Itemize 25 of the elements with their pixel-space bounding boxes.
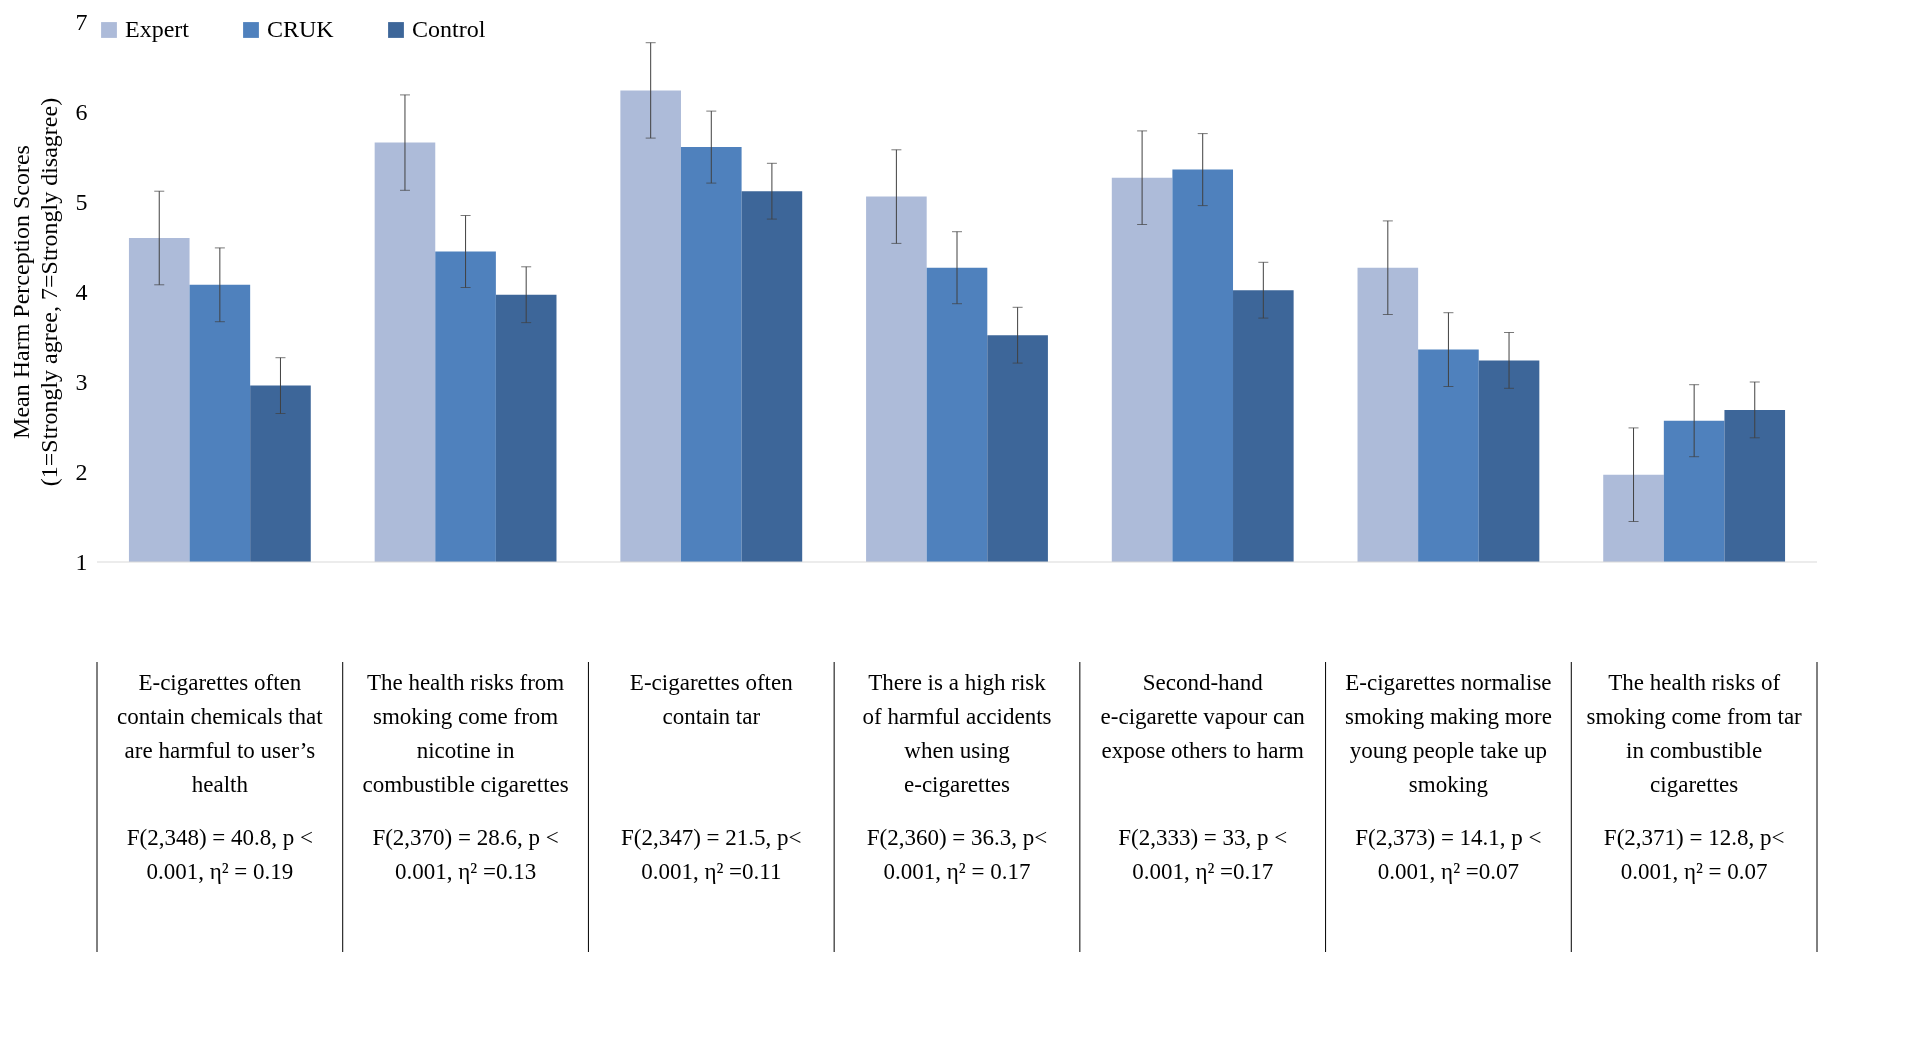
- y-tick-label: 5: [75, 188, 88, 215]
- text: F(2,347) = 21.5, p< 0.001, η² =0.11: [621, 825, 802, 884]
- legend-label: Control: [412, 16, 486, 42]
- x-tick-label: E-cigarettes often contain chemicals that are harmful to user’s health: [117, 670, 324, 797]
- legend-label: CRUK: [267, 16, 335, 42]
- text: F(2,370) = 28.6, p < 0.001, η² =0.13: [372, 825, 559, 884]
- x-tick-label: Second-hand e-cigarette vapour can expose others to harm: [1100, 670, 1306, 763]
- x-tick-label: There is a high risk of harmful accidents when using e-cigarettes: [862, 670, 1052, 797]
- text: F(2,373) = 14.1, p < 0.001, η² =0.07: [1355, 825, 1542, 884]
- y-tick-label: 3: [75, 368, 88, 395]
- legend-label: Expert: [125, 16, 190, 42]
- y-axis-title: Mean Harm Perception Scores (1=Strongly agree, 7=Strongly disagree): [8, 97, 62, 487]
- x-tick-label: E-cigarettes normalise smoking making more young people take up smoking: [1344, 670, 1552, 797]
- x-tick-label: E-cigarettes often contain tar: [629, 670, 794, 729]
- text: F(2,348) = 40.8, p < 0.001, η² = 0.19: [126, 825, 314, 884]
- y-tick-label: 6: [75, 98, 88, 125]
- text: F(2,333) = 33, p < 0.001, η² =0.17: [1118, 825, 1288, 884]
- text: F(2,360) = 36.3, p< 0.001, η² = 0.17: [866, 825, 1048, 884]
- y-tick-label: 1: [75, 548, 88, 575]
- y-tick-label: 2: [75, 458, 88, 485]
- text: F(2,371) = 12.8, p< 0.001, η² = 0.07: [1603, 825, 1785, 884]
- x-tick-label: The health risks of smoking come from tar in combustible cigarettes: [1586, 670, 1803, 797]
- y-tick-label: 7: [75, 8, 88, 35]
- x-tick-label: The health risks from smoking come from nicotine in combustible cigarettes: [362, 670, 569, 797]
- y-tick-label: 4: [75, 278, 88, 305]
